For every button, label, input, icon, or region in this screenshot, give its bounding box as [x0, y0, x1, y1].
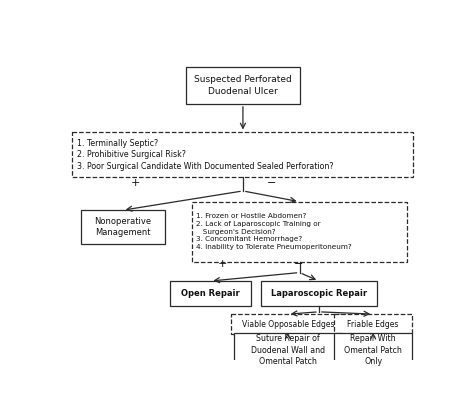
FancyBboxPatch shape	[334, 332, 412, 368]
FancyBboxPatch shape	[81, 210, 164, 244]
Text: 1. Terminally Septic?
2. Prohibitive Surgical Risk?
3. Poor Surgical Candidate W: 1. Terminally Septic? 2. Prohibitive Sur…	[77, 139, 334, 170]
Text: Friable Edges: Friable Edges	[347, 320, 399, 328]
FancyBboxPatch shape	[230, 314, 345, 334]
FancyBboxPatch shape	[73, 133, 413, 177]
Text: −: −	[294, 259, 303, 269]
Text: +: +	[130, 178, 140, 188]
FancyBboxPatch shape	[334, 314, 412, 334]
FancyBboxPatch shape	[192, 202, 407, 262]
Text: Repair With
Omental Patch
Only: Repair With Omental Patch Only	[344, 335, 402, 366]
FancyBboxPatch shape	[186, 67, 300, 104]
FancyBboxPatch shape	[234, 332, 342, 368]
Text: Viable Opposable Edges: Viable Opposable Edges	[242, 320, 334, 328]
FancyBboxPatch shape	[261, 281, 377, 306]
Text: Laparoscopic Repair: Laparoscopic Repair	[271, 289, 367, 298]
Text: Open Repair: Open Repair	[181, 289, 240, 298]
Text: +: +	[218, 259, 228, 269]
Text: −: −	[267, 178, 276, 188]
Text: Suture Repair of
Duodenal Wall and
Omental Patch: Suture Repair of Duodenal Wall and Oment…	[251, 335, 325, 366]
FancyBboxPatch shape	[170, 281, 251, 306]
Text: Suspected Perforated
Duodenal Ulcer: Suspected Perforated Duodenal Ulcer	[194, 75, 292, 96]
Text: 1. Frozen or Hostile Abdomen?
2. Lack of Laparoscopic Training or
   Surgeon's D: 1. Frozen or Hostile Abdomen? 2. Lack of…	[196, 213, 352, 250]
Text: Nonoperative
Management: Nonoperative Management	[94, 217, 151, 237]
